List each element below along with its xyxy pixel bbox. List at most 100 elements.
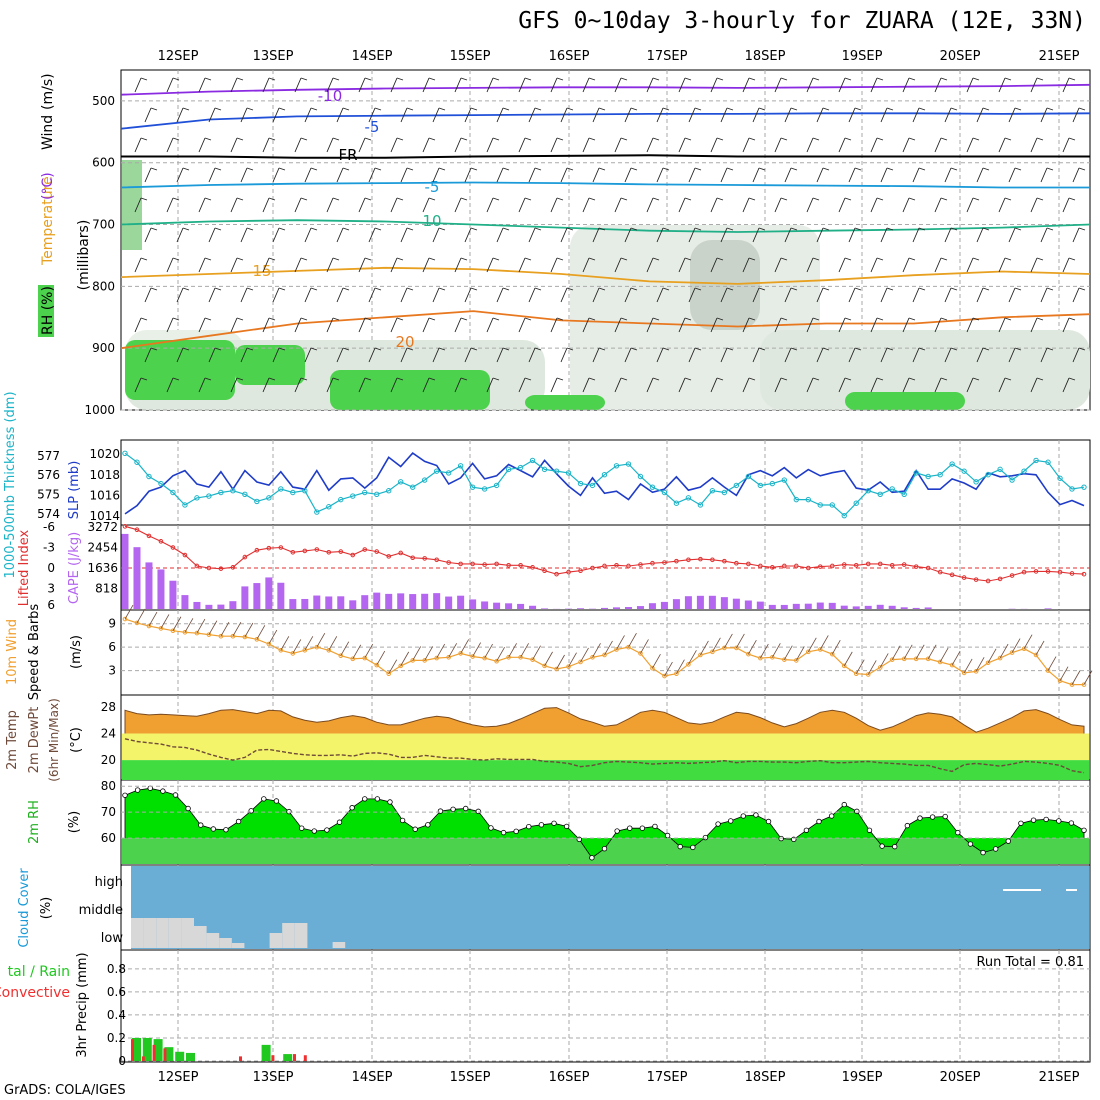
wind-barb	[262, 257, 270, 273]
thickness-point	[254, 498, 260, 505]
surface-wind-barb	[136, 608, 146, 624]
wind-barb	[848, 107, 856, 123]
wind-barb-flag	[1078, 167, 1086, 171]
wind-barb-flag	[566, 347, 574, 351]
cape-bar	[1044, 608, 1052, 609]
lifted-point	[1009, 573, 1015, 578]
cape-bar	[133, 547, 141, 609]
wind-barb	[230, 377, 238, 393]
thickness-point	[517, 464, 524, 471]
wind-speed-point	[542, 663, 547, 669]
wind-barb-flag	[310, 287, 318, 291]
wind-barb-flag	[236, 257, 244, 261]
cape-bar	[397, 593, 405, 609]
lifted-point	[542, 568, 547, 574]
lifted-point	[158, 539, 164, 544]
wind-barb	[464, 107, 472, 123]
isotherm-label: -5	[365, 118, 380, 136]
isotherm-line	[120, 83, 1091, 96]
cape-bar	[457, 595, 465, 609]
cape-axis-label: CAPE (J/kg)	[67, 532, 82, 604]
surface-wind-barb	[1023, 634, 1033, 649]
wind-barb-flag	[246, 287, 254, 291]
wind-barb-flag	[1036, 197, 1044, 201]
wind-barb-flag	[1014, 287, 1022, 291]
wind-barb-flag	[588, 377, 596, 381]
wind-barb	[976, 287, 984, 303]
cape-bar	[924, 607, 932, 609]
wind-barb-flag	[716, 77, 724, 81]
wind-barb-flag	[150, 167, 158, 171]
wind-barb-flag	[748, 197, 756, 201]
wind-barb	[272, 167, 280, 183]
wind-barb-flag	[1014, 347, 1022, 351]
wind-barb-flag	[972, 197, 980, 201]
surface-wind-barb	[1011, 638, 1021, 653]
wind-barb-flag	[748, 77, 756, 81]
wind-barb-flag	[150, 347, 158, 351]
wind-barb-flag	[470, 227, 478, 231]
wind-barb-flag	[588, 317, 596, 321]
surface-wind-barb	[867, 660, 877, 675]
wind-barb-flag	[1078, 287, 1086, 291]
wind-barb-flag	[908, 257, 916, 261]
rh-axis-label: 2m RH	[27, 800, 42, 844]
cloud-low-bar	[156, 918, 169, 948]
wind-barb-flag	[982, 347, 990, 351]
wind-speed-point	[590, 654, 595, 660]
wind-barb-flag	[364, 77, 372, 81]
wind-barb-flag	[246, 107, 254, 111]
wind-barb	[784, 347, 792, 363]
surface-wind-barb	[843, 651, 853, 667]
wind-barb	[400, 287, 408, 303]
thickness-point	[146, 473, 152, 480]
temp-unit-label: (°C)	[69, 727, 84, 753]
wind-barb-flag	[1046, 227, 1054, 231]
wind-barb	[464, 347, 472, 363]
lifted-point	[1057, 569, 1063, 575]
wind-speed-point	[758, 655, 763, 661]
wind-barb	[262, 137, 270, 153]
cape-bar	[756, 601, 764, 609]
wind-barb-flag	[886, 167, 894, 171]
wind-barb-flag	[268, 317, 276, 321]
cape-bar	[181, 595, 189, 609]
wind-barb	[710, 137, 718, 153]
wind-barb	[624, 287, 632, 303]
thickness-point	[937, 472, 943, 478]
wind-barb-flag	[140, 197, 148, 201]
wind-barb-flag	[534, 347, 542, 351]
wind-barb-flag	[758, 287, 766, 291]
surface-wind-barb	[1083, 670, 1093, 685]
wind-barb-flag	[556, 257, 564, 261]
wind-barb	[742, 197, 750, 213]
wind-barb-flag	[374, 227, 382, 231]
wind-barb-flag	[1078, 107, 1086, 111]
lifted-point	[650, 560, 655, 566]
wind-speed-point	[362, 655, 368, 661]
cape-bar	[121, 533, 129, 609]
lifted-point	[566, 569, 571, 575]
wind-barb-flag	[524, 197, 532, 201]
wind-barb	[358, 317, 366, 333]
surface-wind-barb	[987, 648, 997, 663]
cape-bar	[720, 597, 728, 609]
wind-barb-flag	[246, 347, 254, 351]
wind-barb-flag	[726, 107, 734, 111]
wind-barb-flag	[236, 77, 244, 81]
cape-bar	[888, 605, 896, 609]
surface-wind-barb	[268, 629, 278, 645]
rh-point	[261, 796, 267, 802]
wind-barb-flag	[972, 137, 980, 141]
wind-barb	[358, 257, 366, 273]
rh-point	[374, 796, 381, 802]
wind-barb	[550, 137, 558, 153]
wind-barb-flag	[598, 227, 606, 231]
wind-barb	[198, 77, 206, 93]
rh-point	[311, 828, 317, 834]
rh-point	[450, 806, 456, 812]
lifted-point	[674, 558, 679, 564]
rh-point	[967, 841, 974, 847]
wind-barb	[1062, 377, 1070, 393]
wind-barb	[1030, 77, 1038, 93]
